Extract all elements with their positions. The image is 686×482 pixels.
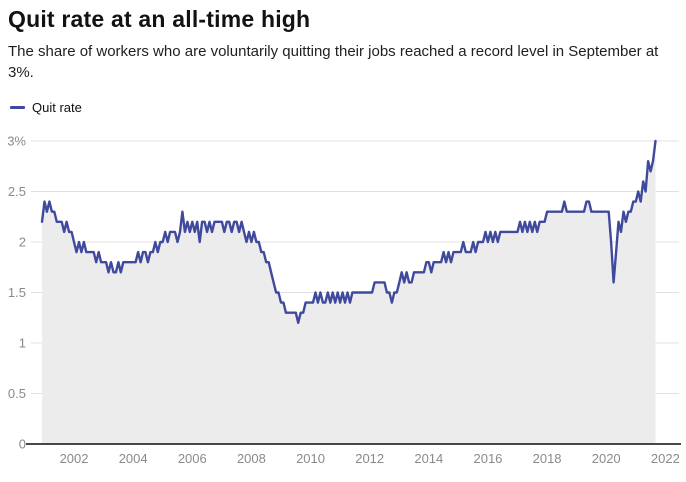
x-tick-label: 2008 <box>237 451 266 466</box>
legend: Quit rate <box>10 100 82 115</box>
x-tick-label: 2022 <box>651 451 680 466</box>
x-tick-label: 2016 <box>473 451 502 466</box>
y-tick-label: 0.5 <box>8 386 26 401</box>
x-tick-label: 2004 <box>119 451 148 466</box>
y-tick-label: 2.5 <box>8 184 26 199</box>
x-tick-label: 2014 <box>414 451 443 466</box>
x-tick-label: 2002 <box>60 451 89 466</box>
y-tick-label: 1 <box>19 336 26 351</box>
chart-subtitle: The share of workers who are voluntarily… <box>8 43 659 81</box>
x-tick-label: 2018 <box>533 451 562 466</box>
y-tick-label: 2 <box>19 235 26 250</box>
y-tick-label: 0 <box>19 437 26 452</box>
chart-title: Quit rate at an all-time high <box>8 6 311 32</box>
y-tick-label: 3% <box>7 134 26 149</box>
quit-rate-line <box>40 139 657 324</box>
x-tick-label: 2010 <box>296 451 325 466</box>
legend-label: Quit rate <box>32 100 82 115</box>
quit-rate-area <box>42 141 656 444</box>
x-tick-label: 2020 <box>592 451 621 466</box>
legend-swatch <box>10 106 25 109</box>
y-tick-label: 1.5 <box>8 285 26 300</box>
x-tick-label: 2006 <box>178 451 207 466</box>
x-tick-label: 2012 <box>355 451 384 466</box>
